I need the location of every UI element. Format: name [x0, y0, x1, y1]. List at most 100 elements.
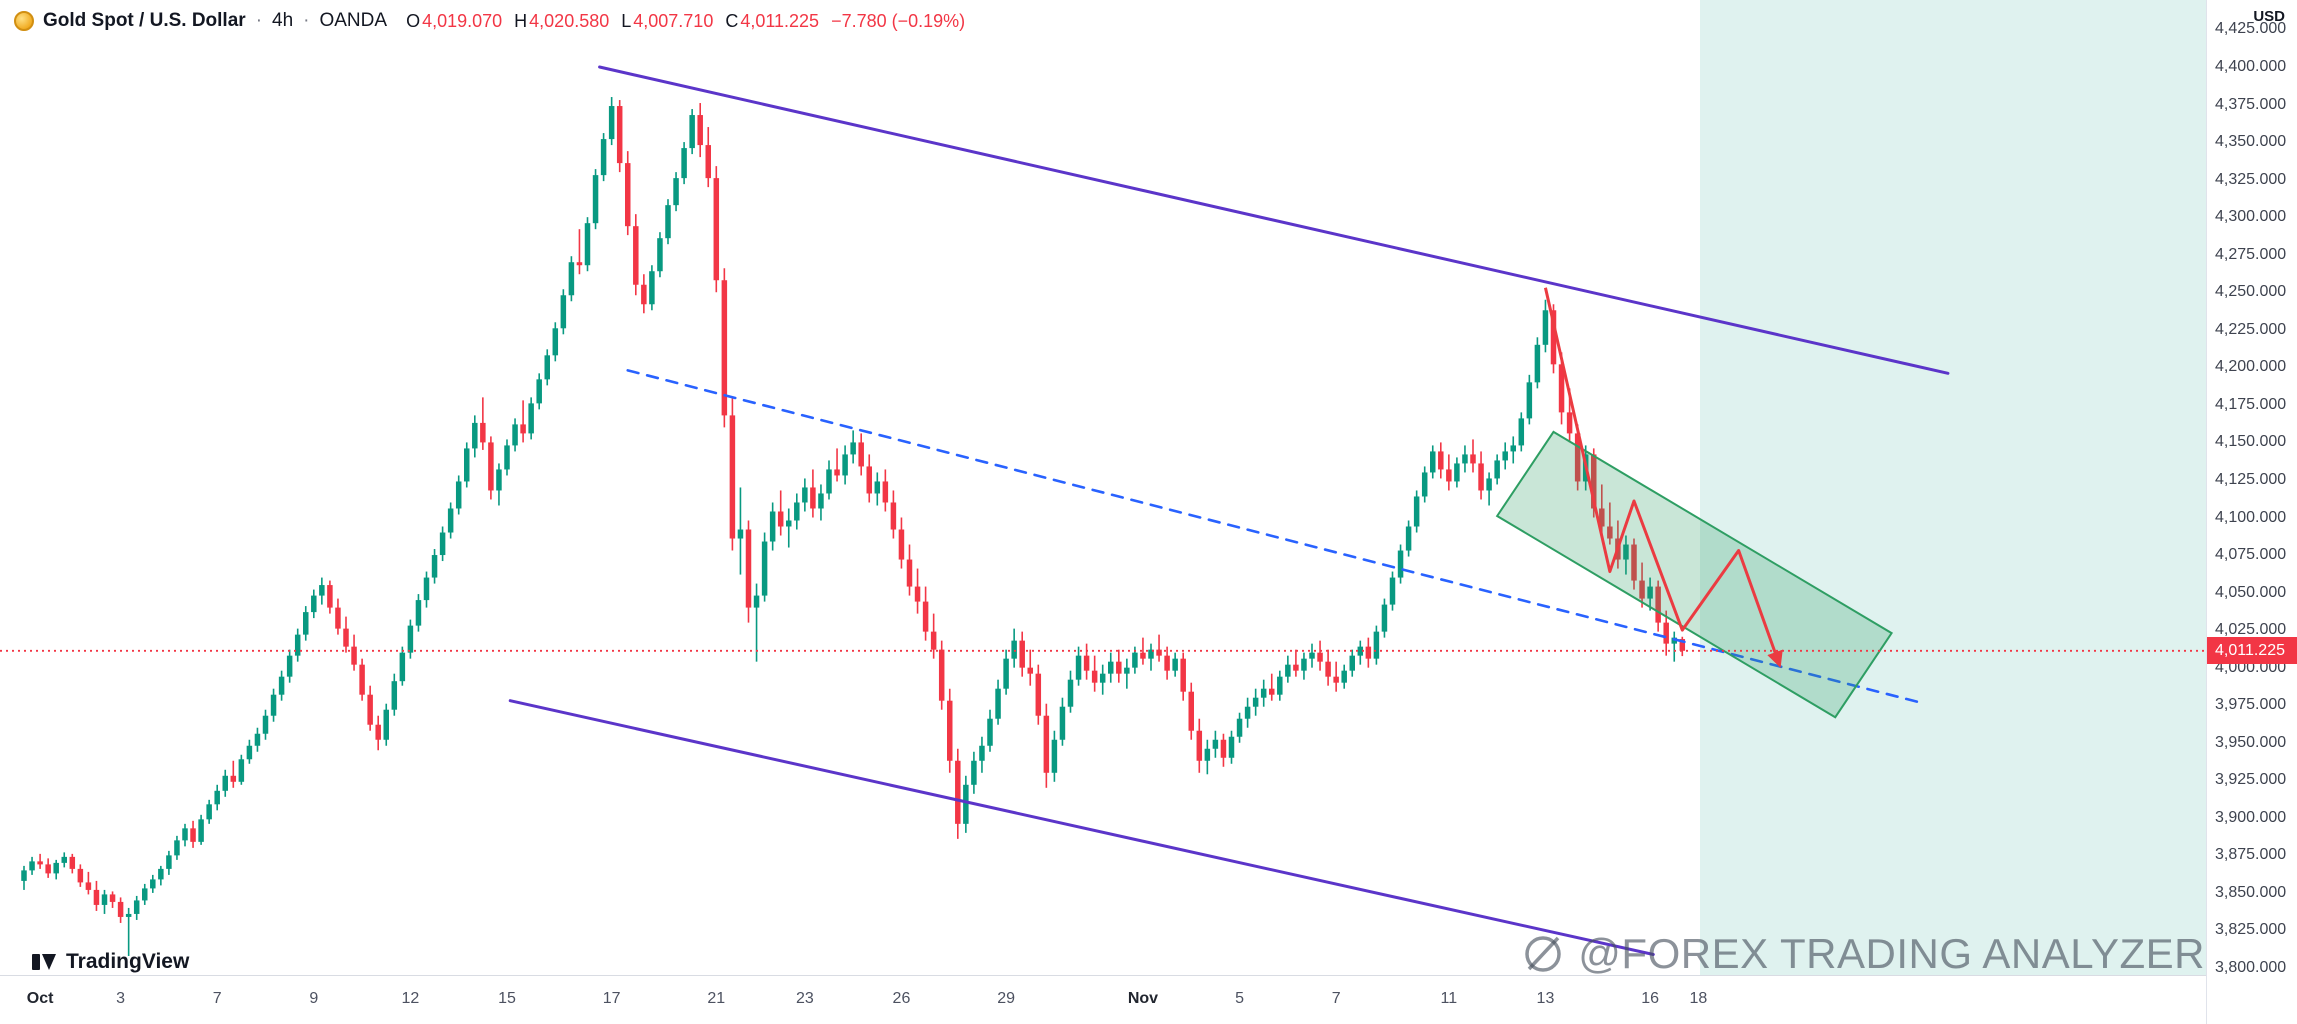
price-tick-label: 3,800.000 [2215, 959, 2287, 976]
candle [641, 274, 647, 314]
candle [1027, 649, 1033, 686]
candle [665, 199, 671, 245]
candle [1124, 658, 1130, 689]
candle [158, 865, 164, 886]
symbol-title[interactable]: Gold Spot / U.S. Dollar [43, 10, 246, 31]
candle [1244, 697, 1251, 728]
current-price-badge: 4,011.225 [2207, 637, 2297, 665]
price-tick-label: 4,175.000 [2215, 395, 2287, 413]
time-tick-label: Nov [1127, 990, 1159, 1007]
lower-channel-trendline[interactable] [508, 699, 1655, 956]
candle [1679, 636, 1686, 657]
candle [1446, 454, 1452, 491]
candle [1357, 640, 1364, 665]
candle [713, 166, 720, 293]
candle [600, 133, 607, 182]
open-readout: O 4,019.070 [406, 11, 502, 32]
candle [174, 835, 180, 860]
candle [303, 606, 309, 641]
candle [286, 649, 293, 683]
candle [729, 397, 736, 551]
price-tick-label: 3,825.000 [2215, 921, 2287, 939]
candle [1148, 643, 1154, 671]
price-tick-label: 4,400.000 [2215, 58, 2287, 75]
candle [254, 727, 261, 752]
candle [818, 484, 824, 521]
candle [1486, 472, 1492, 506]
currency-label: USD [2253, 8, 2285, 25]
candle [842, 445, 848, 485]
candle [874, 472, 881, 506]
candle [399, 646, 406, 686]
candle [1220, 733, 1227, 767]
tradingview-logo[interactable]: TradingView [30, 948, 189, 976]
time-tick-label: 7 [212, 990, 222, 1007]
candle [866, 454, 872, 503]
candle [37, 853, 43, 869]
time-tick-label: 17 [602, 990, 621, 1007]
candle [1430, 445, 1436, 479]
candle [407, 619, 414, 659]
close-label: C [725, 10, 739, 31]
candle [383, 703, 389, 746]
candle [1188, 682, 1194, 740]
candle [496, 463, 502, 506]
candle [1623, 535, 1629, 575]
future-zone-overlay[interactable] [1700, 0, 2206, 975]
candle [777, 490, 784, 536]
candle [1478, 451, 1484, 500]
candle [914, 568, 921, 614]
candle [745, 520, 752, 623]
candle [753, 583, 760, 662]
projection-arrow-drawing[interactable] [1543, 287, 1783, 668]
candle [616, 100, 623, 173]
time-axis[interactable]: Oct 3 7 9 12 15 17 21 23 26 29 Nov 5 7 11 13 16 18 [0, 975, 2297, 1024]
time-tick-label: 18 [1689, 990, 1708, 1007]
price-tick-label: 3,975.000 [2215, 696, 2287, 714]
candle [1075, 646, 1082, 686]
candle [1180, 652, 1186, 701]
candle [1470, 439, 1476, 473]
candle [930, 613, 937, 659]
time-tick-label: 5 [1235, 990, 1244, 1007]
exchange-label[interactable]: OANDA [319, 10, 388, 31]
candle [1389, 571, 1396, 611]
price-tick-label: 4,075.000 [2215, 546, 2287, 564]
candle [1502, 442, 1508, 470]
watermark-text: @FOREX TRADING ANALYZER [1578, 930, 2205, 977]
chart-canvas[interactable] [0, 0, 2206, 975]
candle [528, 397, 534, 440]
candle [238, 754, 245, 785]
upper-channel-trendline[interactable] [598, 65, 1950, 375]
high-label: H [514, 10, 528, 31]
candle [1212, 730, 1219, 758]
candle [1438, 442, 1444, 479]
candle [898, 517, 905, 569]
candle [375, 715, 381, 751]
price-tick-label: 3,850.000 [2215, 883, 2287, 901]
candle [1381, 598, 1388, 638]
price-tick-label: 4,025.000 [2215, 621, 2287, 639]
interval-label[interactable]: 4h [272, 10, 294, 31]
candle [125, 907, 132, 956]
low-value: 4,007.710 [633, 10, 714, 31]
midline-dashed-trendline[interactable] [626, 369, 1921, 704]
candle [206, 799, 212, 824]
candle [343, 616, 349, 653]
candle [1140, 637, 1146, 665]
candle [1542, 299, 1549, 353]
candle [544, 349, 550, 386]
candle [1325, 649, 1331, 686]
candle [681, 142, 687, 185]
time-tick-label: 7 [1331, 990, 1341, 1007]
candle [439, 526, 446, 562]
candle [1349, 649, 1355, 677]
price-axis[interactable]: USD 4,011.225 4,425.000 4,400.000 4,375.00… [2206, 0, 2297, 976]
candle [1510, 436, 1516, 464]
candle [109, 891, 116, 908]
time-tick-label: 26 [892, 990, 911, 1007]
candle [1526, 374, 1533, 425]
candle [1164, 646, 1170, 680]
price-tick-label: 3,900.000 [2215, 808, 2287, 826]
price-tick-label: 4,050.000 [2215, 583, 2287, 601]
